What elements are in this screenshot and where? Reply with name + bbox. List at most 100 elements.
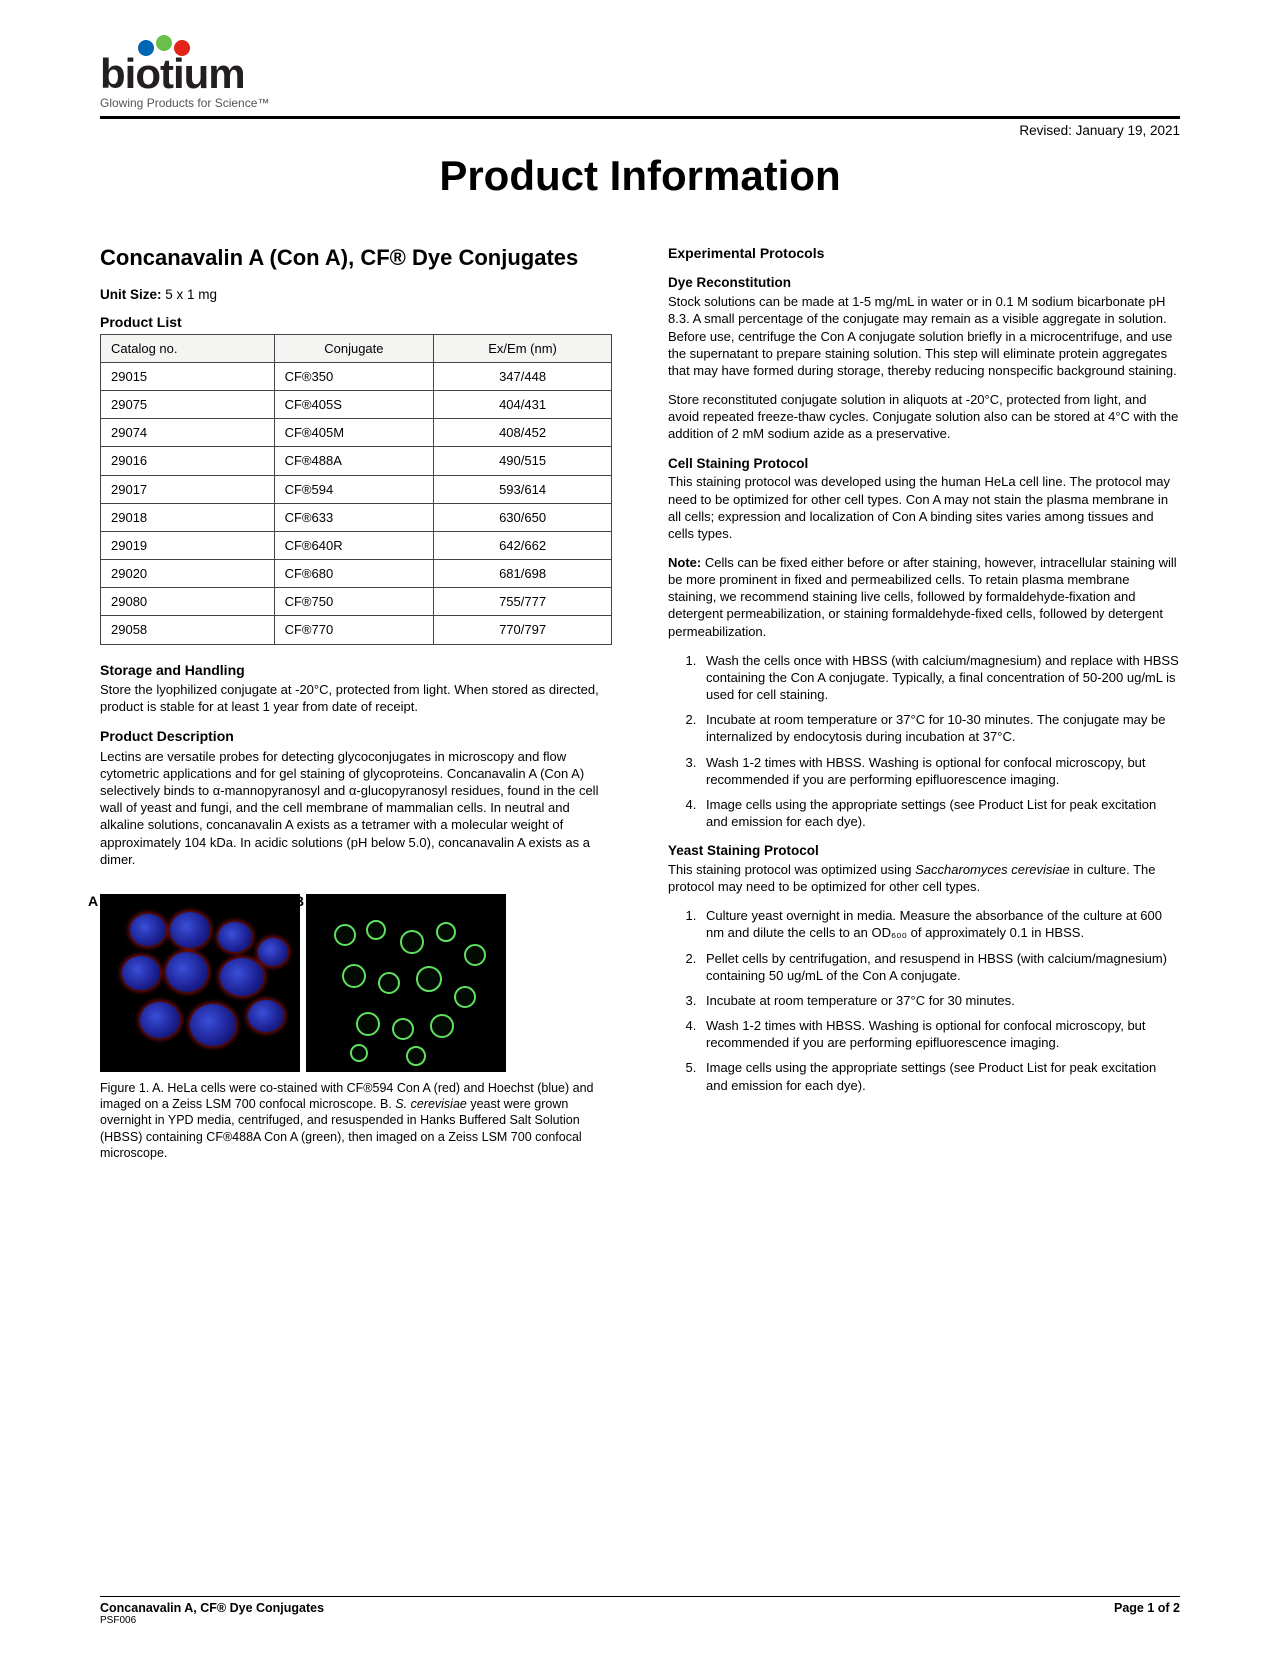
protocol-step: Culture yeast overnight in media. Measur… bbox=[700, 907, 1180, 941]
table-row: 29019CF®640R642/662 bbox=[101, 531, 612, 559]
figure-label-b: B bbox=[294, 892, 304, 910]
cell-exem: 593/614 bbox=[434, 475, 612, 503]
figure-row: A B bbox=[100, 894, 612, 1072]
table-row: 29015CF®350347/448 bbox=[101, 362, 612, 390]
cell-exem: 630/650 bbox=[434, 503, 612, 531]
yeast-intro-italic: Saccharomyces cerevisiae bbox=[915, 862, 1070, 877]
cell-conjugate: CF®405M bbox=[274, 419, 434, 447]
unit-size-value: 5 x 1 mg bbox=[165, 287, 217, 302]
cell-conjugate: CF®633 bbox=[274, 503, 434, 531]
footer-title: Concanavalin A, CF® Dye Conjugates bbox=[100, 1601, 324, 1615]
table-row: 29016CF®488A490/515 bbox=[101, 447, 612, 475]
cell-conjugate: CF®350 bbox=[274, 362, 434, 390]
yeast-heading: Yeast Staining Protocol bbox=[668, 842, 1180, 860]
cell-conjugate: CF®750 bbox=[274, 588, 434, 616]
revised-date: Revised: January 19, 2021 bbox=[100, 123, 1180, 138]
description-heading: Product Description bbox=[100, 727, 612, 745]
protocol-step: Incubate at room temperature or 37°C for… bbox=[700, 711, 1180, 745]
cell-note: Note: Cells can be fixed either before o… bbox=[668, 554, 1180, 640]
cell-exem: 408/452 bbox=[434, 419, 612, 447]
content-columns: Concanavalin A (Con A), CF® Dye Conjugat… bbox=[100, 244, 1180, 1161]
protocol-step: Wash 1-2 times with HBSS. Washing is opt… bbox=[700, 1017, 1180, 1051]
dye-p2: Store reconstituted conjugate solution i… bbox=[668, 391, 1180, 442]
table-header-row: Catalog no. Conjugate Ex/Em (nm) bbox=[101, 334, 612, 362]
storage-heading: Storage and Handling bbox=[100, 661, 612, 679]
product-list-heading: Product List bbox=[100, 313, 612, 331]
dye-heading: Dye Reconstitution bbox=[668, 274, 1180, 292]
figure-image-b bbox=[306, 894, 506, 1072]
table-row: 29080CF®750755/777 bbox=[101, 588, 612, 616]
note-text: Cells can be fixed either before or afte… bbox=[668, 555, 1177, 639]
figure-caption: Figure 1. A. HeLa cells were co-stained … bbox=[100, 1080, 612, 1161]
table-row: 29075CF®405S404/431 bbox=[101, 391, 612, 419]
footer-left: Concanavalin A, CF® Dye Conjugates PSF00… bbox=[100, 1601, 324, 1626]
caption-italic: S. cerevisiae bbox=[395, 1097, 467, 1111]
note-label: Note: bbox=[668, 555, 701, 570]
footer-page: Page 1 of 2 bbox=[1114, 1601, 1180, 1615]
table-row: 29020CF®680681/698 bbox=[101, 560, 612, 588]
protocol-step: Wash 1-2 times with HBSS. Washing is opt… bbox=[700, 754, 1180, 788]
cell-exem: 347/448 bbox=[434, 362, 612, 390]
unit-size-label: Unit Size: bbox=[100, 287, 162, 302]
page-footer: Concanavalin A, CF® Dye Conjugates PSF00… bbox=[100, 1596, 1180, 1626]
cell-catalog: 29016 bbox=[101, 447, 275, 475]
table-row: 29018CF®633630/650 bbox=[101, 503, 612, 531]
cell-catalog: 29015 bbox=[101, 362, 275, 390]
page-title: Product Information bbox=[100, 152, 1180, 200]
protocol-step: Image cells using the appropriate settin… bbox=[700, 1059, 1180, 1093]
cell-catalog: 29019 bbox=[101, 531, 275, 559]
cell-heading: Cell Staining Protocol bbox=[668, 455, 1180, 473]
product-name: Concanavalin A (Con A), CF® Dye Conjugat… bbox=[100, 244, 612, 272]
cell-catalog: 29018 bbox=[101, 503, 275, 531]
product-list-table: Catalog no. Conjugate Ex/Em (nm) 29015CF… bbox=[100, 334, 612, 645]
protocol-step: Wash the cells once with HBSS (with calc… bbox=[700, 652, 1180, 703]
cell-conjugate: CF®770 bbox=[274, 616, 434, 644]
col-exem: Ex/Em (nm) bbox=[434, 334, 612, 362]
brand-logo: biotium Glowing Products for Science™ bbox=[100, 40, 1180, 110]
protocols-heading: Experimental Protocols bbox=[668, 244, 1180, 262]
dot-green-icon bbox=[156, 35, 172, 51]
cell-conjugate: CF®405S bbox=[274, 391, 434, 419]
table-row: 29058CF®770770/797 bbox=[101, 616, 612, 644]
cell-exem: 642/662 bbox=[434, 531, 612, 559]
table-row: 29017CF®594593/614 bbox=[101, 475, 612, 503]
cell-catalog: 29017 bbox=[101, 475, 275, 503]
dye-p1: Stock solutions can be made at 1-5 mg/mL… bbox=[668, 293, 1180, 379]
cell-exem: 404/431 bbox=[434, 391, 612, 419]
cell-exem: 681/698 bbox=[434, 560, 612, 588]
figure-image-a bbox=[100, 894, 300, 1072]
figure-label-a: A bbox=[88, 892, 98, 910]
cell-conjugate: CF®640R bbox=[274, 531, 434, 559]
cell-catalog: 29080 bbox=[101, 588, 275, 616]
cell-catalog: 29058 bbox=[101, 616, 275, 644]
cell-conjugate: CF®680 bbox=[274, 560, 434, 588]
protocol-step: Pellet cells by centrifugation, and resu… bbox=[700, 950, 1180, 984]
brand-name: biotium bbox=[100, 50, 1180, 98]
cell-exem: 490/515 bbox=[434, 447, 612, 475]
cell-conjugate: CF®488A bbox=[274, 447, 434, 475]
protocol-step: Incubate at room temperature or 37°C for… bbox=[700, 992, 1180, 1009]
cell-conjugate: CF®594 bbox=[274, 475, 434, 503]
yeast-intro-prefix: This staining protocol was optimized usi… bbox=[668, 862, 915, 877]
protocol-step: Image cells using the appropriate settin… bbox=[700, 796, 1180, 830]
left-column: Concanavalin A (Con A), CF® Dye Conjugat… bbox=[100, 244, 612, 1161]
yeast-intro: This staining protocol was optimized usi… bbox=[668, 861, 1180, 895]
footer-sub: PSF006 bbox=[100, 1615, 324, 1626]
unit-size: Unit Size: 5 x 1 mg bbox=[100, 286, 612, 304]
right-column: Experimental Protocols Dye Reconstitutio… bbox=[668, 244, 1180, 1161]
figure-panel-b: B bbox=[306, 894, 506, 1072]
cell-intro: This staining protocol was developed usi… bbox=[668, 473, 1180, 542]
cell-exem: 770/797 bbox=[434, 616, 612, 644]
cell-catalog: 29020 bbox=[101, 560, 275, 588]
table-row: 29074CF®405M408/452 bbox=[101, 419, 612, 447]
header-rule bbox=[100, 116, 1180, 119]
cell-catalog: 29075 bbox=[101, 391, 275, 419]
col-conjugate: Conjugate bbox=[274, 334, 434, 362]
page-header: biotium Glowing Products for Science™ Re… bbox=[100, 40, 1180, 138]
cell-catalog: 29074 bbox=[101, 419, 275, 447]
storage-text: Store the lyophilized conjugate at -20°C… bbox=[100, 681, 612, 715]
cell-steps-list: Wash the cells once with HBSS (with calc… bbox=[668, 652, 1180, 830]
col-catalog: Catalog no. bbox=[101, 334, 275, 362]
figure-panel-a: A bbox=[100, 894, 300, 1072]
cell-exem: 755/777 bbox=[434, 588, 612, 616]
